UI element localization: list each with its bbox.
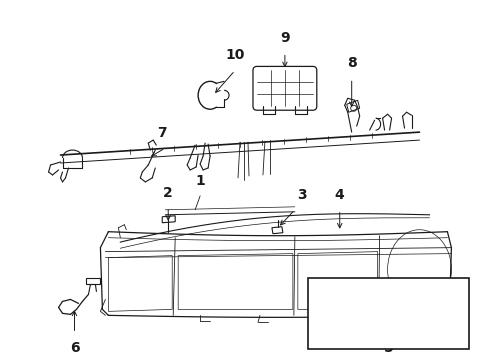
- Text: 6: 6: [69, 341, 79, 355]
- Text: 8: 8: [346, 57, 356, 71]
- Text: 10: 10: [225, 49, 244, 62]
- Text: 2: 2: [163, 186, 173, 200]
- Bar: [307, 278, 468, 349]
- Text: 9: 9: [280, 31, 289, 45]
- Text: 4: 4: [334, 188, 344, 202]
- Text: 1: 1: [195, 174, 204, 188]
- Text: 3: 3: [296, 188, 306, 202]
- Text: 7: 7: [157, 126, 167, 140]
- Text: 5: 5: [383, 341, 393, 355]
